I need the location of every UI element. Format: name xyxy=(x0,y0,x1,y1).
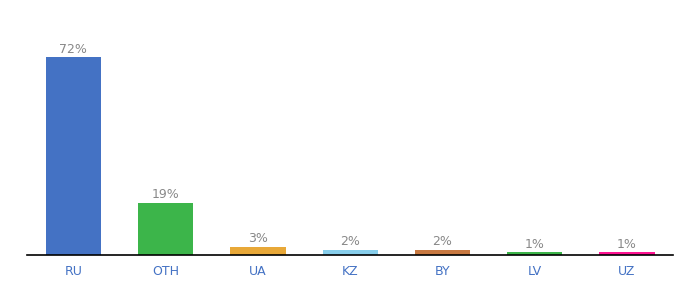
Text: 1%: 1% xyxy=(525,238,545,250)
Text: 72%: 72% xyxy=(59,43,87,56)
Text: 3%: 3% xyxy=(248,232,268,245)
Bar xyxy=(322,250,378,255)
Bar xyxy=(507,252,562,255)
Text: 19%: 19% xyxy=(152,188,180,201)
Text: 1%: 1% xyxy=(617,238,637,250)
Text: 2%: 2% xyxy=(432,235,452,248)
Text: 2%: 2% xyxy=(340,235,360,248)
Bar xyxy=(599,252,655,255)
Bar xyxy=(138,203,193,255)
Bar xyxy=(231,247,286,255)
Bar xyxy=(46,57,101,255)
Bar xyxy=(415,250,470,255)
